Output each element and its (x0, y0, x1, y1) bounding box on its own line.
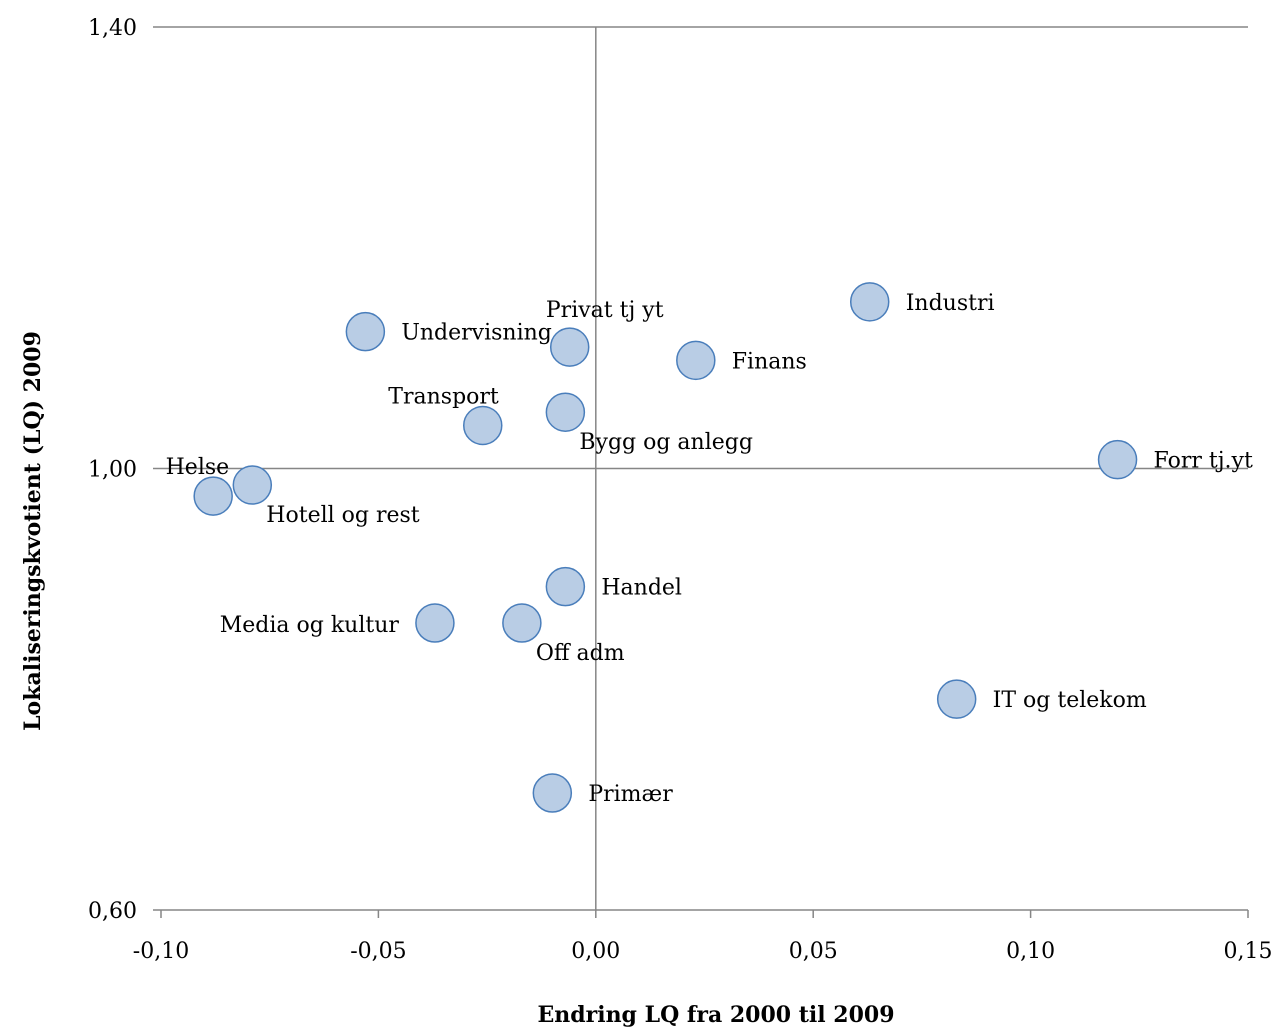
x-tick-label: 0,15 (1224, 939, 1273, 964)
point-label: Transport (388, 384, 499, 409)
data-point (193, 476, 233, 516)
data-point (549, 327, 590, 367)
data-point (415, 603, 455, 643)
point-label: Hotell og rest (266, 503, 420, 528)
point-label: Media og kultur (220, 613, 400, 638)
point-label: Bygg og anlegg (579, 430, 753, 455)
data-point (936, 679, 977, 719)
data-point (849, 282, 890, 322)
y-tick-label: 1,00 (88, 458, 137, 483)
data-point (545, 566, 586, 607)
data-points (193, 282, 1138, 813)
data-point (232, 465, 273, 505)
point-label: Industri (906, 291, 995, 316)
data-point (676, 340, 716, 381)
point-label: Handel (601, 576, 682, 601)
y-tick-label: 0,60 (88, 899, 137, 924)
point-label: Primær (588, 782, 673, 807)
point-label: Off adm (536, 641, 625, 666)
data-point (502, 603, 542, 643)
x-tick-label: 0,00 (571, 939, 620, 964)
x-tick-label: 0,05 (789, 939, 838, 964)
point-label: Forr tj.yt (1154, 449, 1253, 474)
point-label: Undervisning (401, 321, 552, 346)
x-tick-label: 0,10 (1006, 939, 1055, 964)
data-point (345, 311, 386, 352)
x-axis-title: Endring LQ fra 2000 til 2009 (537, 1002, 894, 1028)
x-tick-label: -0,10 (133, 939, 189, 964)
data-point (463, 405, 503, 446)
point-label: IT og telekom (993, 688, 1147, 713)
y-tick-label: 1,40 (88, 16, 137, 41)
axes: -0,10 -0,05 0,00 0,05 0,10 0,15 0,60 1,00 1,40 (88, 16, 1272, 964)
data-point (532, 773, 573, 813)
point-label: Finans (732, 349, 807, 374)
point-label: Helse (166, 455, 230, 480)
y-axis-title: Lokaliseringskvotient (LQ) 2009 (20, 331, 46, 731)
data-point (545, 392, 586, 432)
point-label: Privat tj yt (546, 298, 664, 323)
x-tick-label: -0,05 (350, 939, 406, 964)
data-point (1097, 439, 1138, 480)
